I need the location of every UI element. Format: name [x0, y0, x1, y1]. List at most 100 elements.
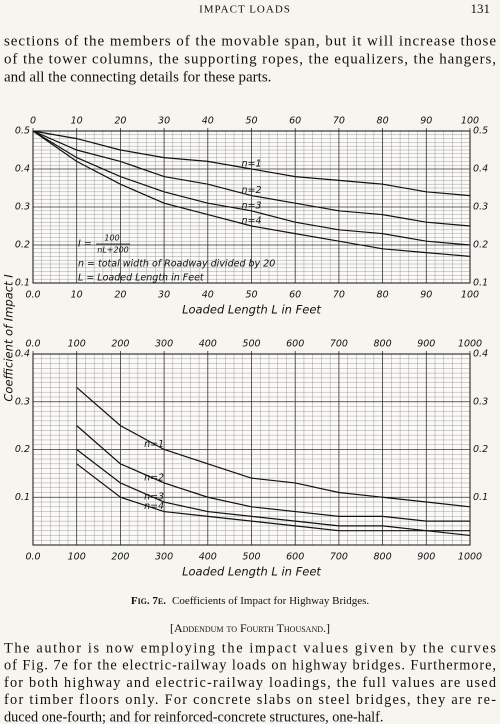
curve-label: n=1 [144, 439, 164, 450]
x-tick-label: 50 [245, 290, 257, 301]
curve [76, 463, 471, 537]
curve [76, 386, 471, 508]
x2-tick-label: 90 [420, 116, 432, 127]
x2-tick-label: 0 [30, 116, 36, 127]
y-tick-label-right: 0.5 [473, 126, 488, 137]
paragraph-line: of the tower columns, the supporting rop… [4, 51, 496, 67]
x-tick-label: 0.0 [25, 552, 40, 563]
x2-tick-label: 40 [202, 116, 214, 127]
x-tick-label: 800 [374, 552, 392, 563]
x2-tick-label: 700 [330, 339, 348, 350]
x2-tick-label: 60 [289, 116, 301, 127]
x-tick-label: 100 [68, 552, 86, 563]
y-axis-label: Coefficient of Impact I [2, 274, 16, 402]
y-tick-label: 0.5 [15, 126, 30, 137]
running-head: IMPACT LOADS [199, 4, 291, 16]
y-tick-label-right: 0.2 [473, 240, 488, 251]
curve [32, 130, 471, 197]
y-tick-label-right: 0.1 [473, 492, 488, 503]
y-tick-label-right: 0.3 [473, 396, 488, 407]
x-tick-label: 90 [420, 290, 432, 301]
x-tick-label: 500 [242, 552, 260, 563]
curve-label: n=1 [241, 159, 261, 170]
x-tick-label: 10 [71, 290, 83, 301]
x-tick-label: 1000 [458, 552, 482, 563]
x-tick-label: 100 [461, 290, 479, 301]
x-tick-label: 20 [114, 290, 126, 301]
x2-tick-label: 200 [111, 339, 129, 350]
x2-tick-label: 600 [286, 339, 304, 350]
x-tick-label: 80 [377, 290, 389, 301]
curve [32, 130, 471, 257]
y-tick-label: 0.2 [15, 444, 30, 455]
x2-tick-label: 500 [242, 339, 260, 350]
x2-tick-label: 0.0 [25, 339, 40, 350]
curve-label: n=4 [144, 501, 164, 512]
y-tick-label: 0.1 [15, 492, 30, 503]
plot-frame [32, 353, 471, 546]
x-tick-label: 200 [111, 552, 129, 563]
curve [76, 449, 470, 532]
x2-tick-label: 400 [199, 339, 217, 350]
plot-frame [32, 130, 471, 284]
y-tick-label: 0.3 [15, 202, 30, 213]
y-tick-label-right: 0.1 [473, 278, 488, 289]
x2-tick-label: 80 [377, 116, 389, 127]
x-tick-label: 600 [286, 552, 304, 563]
caption-text: Coefficients of Impact for Highway Bridg… [172, 595, 369, 607]
paragraph-line: for timber floors only. For concrete sla… [4, 692, 496, 708]
y-tick-label-right: 0.3 [473, 202, 488, 213]
annotation: n = total width of Roadway divided by 20 [78, 259, 275, 270]
x2-tick-label: 70 [333, 116, 345, 127]
x-axis-label: Loaded Length L in Feet [182, 565, 321, 579]
x-tick-label: 300 [155, 552, 173, 563]
x-tick-label: 40 [202, 290, 214, 301]
curve-label: n=2 [144, 472, 164, 483]
formula-denominator: nL+200 [97, 246, 129, 255]
curve [32, 130, 471, 246]
curve [76, 425, 470, 522]
x-tick-label: 900 [417, 552, 435, 563]
curve-label: n=4 [241, 216, 261, 227]
x-axis-label: Loaded Length L in Feet [182, 303, 321, 317]
y-tick-label: 0.4 [15, 164, 30, 175]
x-tick-label: 700 [330, 552, 348, 563]
y-tick-label: 0.1 [15, 278, 30, 289]
x2-tick-label: 300 [155, 339, 173, 350]
paragraph-line: The author is now employing the impact v… [4, 640, 496, 656]
page-number: 131 [471, 1, 491, 16]
figure-caption: Fig. 7e. Coefficients of Impact for Highw… [131, 595, 370, 607]
curve-label: n=2 [241, 185, 261, 196]
curve-label: n=3 [241, 200, 261, 211]
paragraph-line: and all the connecting details for these… [4, 69, 271, 85]
y-tick-label-right: 0.4 [473, 349, 488, 360]
x2-tick-label: 50 [245, 116, 257, 127]
x-tick-label: 30 [158, 290, 170, 301]
x2-tick-label: 1000 [458, 339, 482, 350]
x-tick-label: 60 [289, 290, 301, 301]
y-tick-label: 0.4 [15, 349, 30, 360]
y-tick-label: 0.3 [15, 396, 30, 407]
addendum: [Addendum to Fourth Thousand.] [170, 621, 330, 635]
y-tick-label-right: 0.2 [473, 444, 488, 455]
x2-tick-label: 100 [68, 339, 86, 350]
x2-tick-label: 100 [461, 116, 479, 127]
curve [32, 130, 471, 227]
paragraph-line: duced one-fourth; and for reinforced-con… [4, 709, 383, 724]
x2-tick-label: 30 [158, 116, 170, 127]
x2-tick-label: 800 [374, 339, 392, 350]
x-tick-label: 0.0 [25, 290, 40, 301]
formula-lhs: I = [78, 239, 92, 250]
x-tick-label: 400 [199, 552, 217, 563]
paragraph-line: sections of the members of the movable s… [4, 33, 496, 49]
x-tick-label: 70 [333, 290, 345, 301]
paragraph-line: of Fig. 7e for the electric-railway load… [4, 658, 496, 674]
paragraph-line: for both highway and electric-railway lo… [4, 675, 496, 691]
curve-label: n=3 [144, 492, 164, 503]
x2-tick-label: 10 [71, 116, 83, 127]
formula-numerator: 100 [104, 234, 119, 243]
annotation: L = Loaded Length in Feet [78, 273, 205, 284]
caption-label: Fig. 7e. [131, 595, 166, 607]
y-tick-label: 0.2 [15, 240, 30, 251]
